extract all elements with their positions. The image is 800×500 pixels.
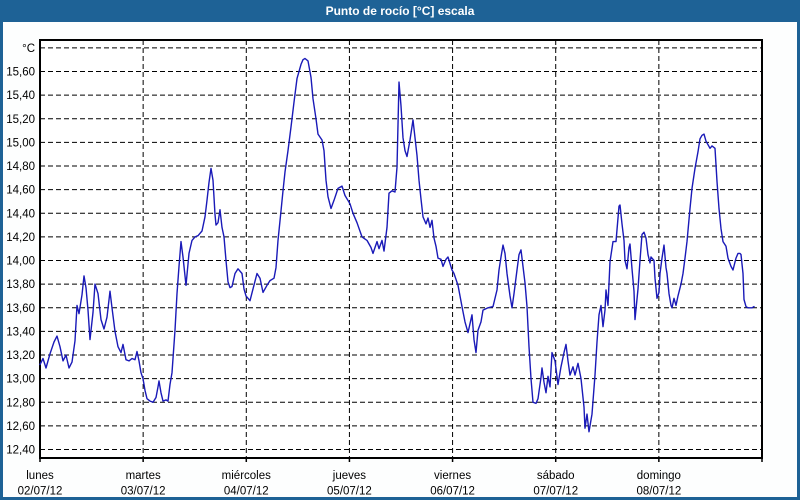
y-tick-label: 13,80	[6, 279, 35, 291]
x-tick-day-label: viernes	[434, 470, 471, 482]
y-tick-label: 13,00	[6, 374, 35, 386]
y-axis-unit-label: °C	[22, 43, 35, 55]
y-tick-label: 15,00	[6, 137, 35, 149]
dew-point-line	[39, 57, 755, 433]
title-bar: Punto de rocío [°C] escala	[0, 0, 800, 22]
x-tick-date-label: 08/07/12	[636, 486, 681, 498]
x-tick-day-label: miércoles	[222, 470, 271, 482]
x-tick-date-label: 04/07/12	[224, 486, 269, 498]
x-tick-day-label: jueves	[332, 470, 366, 482]
y-tick-label: 13,60	[6, 303, 35, 315]
x-tick-day-label: sábado	[537, 470, 575, 482]
y-tick-label: 12,80	[6, 397, 35, 409]
y-tick-label: 14,00	[6, 256, 35, 268]
y-tick-label: 13,20	[6, 350, 35, 362]
y-tick-label: 15,40	[6, 90, 35, 102]
x-tick-date-label: 02/07/12	[18, 486, 63, 498]
plot-border	[39, 39, 763, 459]
y-tick-label: 13,40	[6, 326, 35, 338]
page-title: Punto de rocío [°C] escala	[325, 4, 475, 18]
x-tick-day-label: martes	[126, 470, 161, 482]
x-tick-date-label: 03/07/12	[121, 486, 166, 498]
x-tick-day-label: lunes	[26, 470, 54, 482]
x-tick-date-label: 07/07/12	[533, 486, 578, 498]
y-tick-label: 14,80	[6, 161, 35, 173]
y-tick-label: 12,40	[6, 445, 35, 457]
y-tick-label: 14,40	[6, 208, 35, 220]
y-tick-label: 14,20	[6, 232, 35, 244]
y-tick-label: 12,60	[6, 421, 35, 433]
y-tick-label: 14,60	[6, 185, 35, 197]
x-tick-day-label: domingo	[637, 470, 681, 482]
x-tick-date-label: 05/07/12	[327, 486, 372, 498]
y-tick-label: 15,60	[6, 67, 35, 79]
x-tick-date-label: 06/07/12	[430, 486, 475, 498]
y-tick-label: 15,20	[6, 114, 35, 126]
